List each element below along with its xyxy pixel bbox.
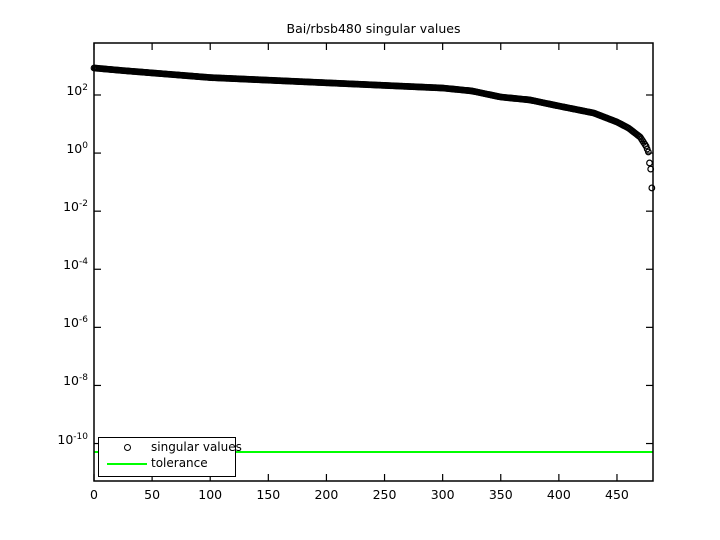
x-tick-label: 50 (144, 487, 161, 502)
plot-title: Bai/rbsb480 singular values (286, 21, 461, 36)
y-tick-label: 10-6 (63, 315, 88, 331)
x-tick-label: 150 (256, 487, 281, 502)
singular-values-series (90, 64, 656, 192)
data-point (648, 184, 656, 192)
plot-box (93, 42, 654, 482)
x-tick-label: 100 (198, 487, 223, 502)
legend-entry-singular-values: singular values (99, 440, 242, 456)
x-tick-label: 250 (372, 487, 397, 502)
data-point (644, 148, 652, 156)
y-tick-label: 10-10 (57, 431, 88, 447)
x-tick-label: 300 (430, 487, 455, 502)
y-tick-label: 10-8 (63, 373, 88, 389)
line-marker-icon (107, 463, 147, 465)
y-tick-label: 100 (66, 141, 88, 157)
data-point (647, 165, 655, 173)
x-tick-label: 200 (314, 487, 339, 502)
y-tick-label: 10-2 (63, 199, 88, 215)
y-tick-label: 102 (66, 82, 88, 99)
legend: singular values tolerance (98, 437, 242, 477)
legend-label: tolerance (151, 456, 208, 470)
x-tick-label: 350 (488, 487, 513, 502)
legend-entry-tolerance: tolerance (99, 456, 235, 472)
x-tick-label: 0 (90, 487, 98, 502)
y-tick-label: 10-4 (63, 257, 88, 273)
x-tick-label: 400 (546, 487, 571, 502)
data-point (646, 159, 653, 167)
x-tick-label: 450 (605, 487, 629, 502)
circle-marker-icon (124, 444, 131, 451)
legend-label: singular values (151, 440, 242, 454)
